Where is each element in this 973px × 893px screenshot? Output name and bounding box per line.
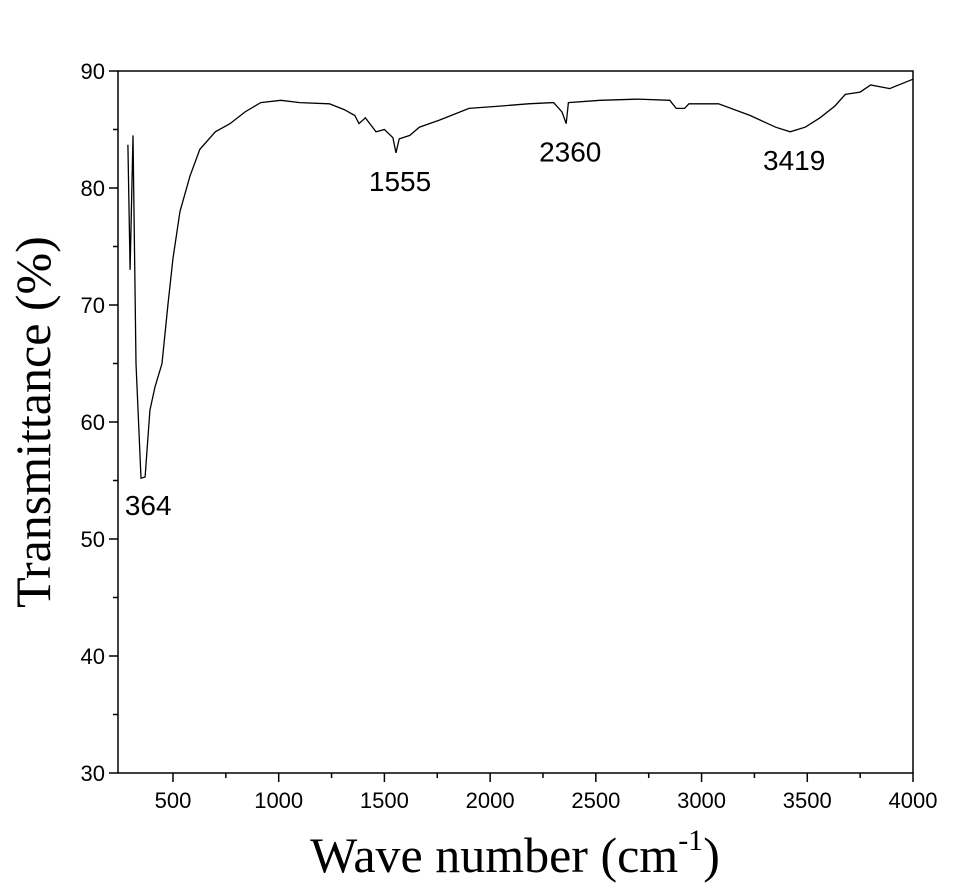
x-tick-label: 2500 [571,788,620,813]
x-tick-label: 3000 [677,788,726,813]
x-axis-label-sup: -1 [678,824,703,857]
peak-label: 2360 [539,137,601,168]
y-tick-label: 50 [81,527,105,552]
x-tick-label: 3500 [783,788,832,813]
x-tick-label: 500 [155,788,192,813]
y-tick-label: 80 [81,176,105,201]
x-axis-label-end: ) [703,827,720,883]
y-tick-label: 90 [81,59,105,84]
x-axis-label: Wave number (cm-1) [310,824,720,883]
y-tick-label: 40 [81,644,105,669]
peak-label: 3419 [763,145,825,176]
y-axis-label: Transmittance (%) [5,236,61,608]
x-tick-label: 1000 [254,788,303,813]
spectrum-line [127,78,914,480]
y-tick-label: 70 [81,293,105,318]
y-tick-label: 60 [81,410,105,435]
plot-frame [117,70,914,774]
x-tick-label: 4000 [889,788,938,813]
peak-label: 364 [125,490,172,521]
peak-label: 1555 [369,166,431,197]
x-axis-label-text: Wave number (cm [310,827,678,883]
y-tick-label: 30 [81,761,105,786]
x-tick-label: 1500 [360,788,409,813]
x-tick-label: 2000 [466,788,515,813]
